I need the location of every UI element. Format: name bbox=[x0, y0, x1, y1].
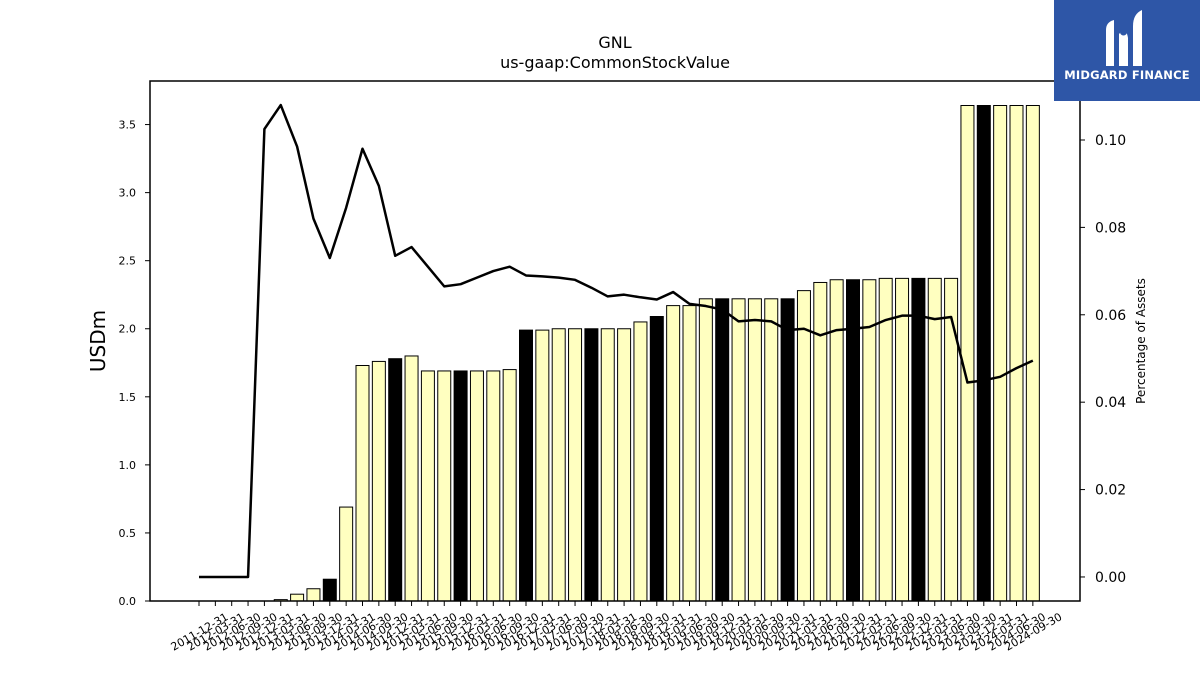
bar-2021-09-30 bbox=[829, 279, 844, 602]
bar-2015-12-31 bbox=[453, 370, 468, 602]
y2-tick-label: 0.00 bbox=[1095, 570, 1126, 586]
bar-2019-06-30 bbox=[682, 305, 697, 602]
chart-subtitle: us-gaap:CommonStockValue bbox=[500, 53, 730, 72]
bar-2013-09-30 bbox=[306, 588, 321, 602]
bar-2016-06-30 bbox=[486, 370, 501, 602]
y-axis-label: USDm bbox=[86, 310, 110, 372]
bar-2018-12-31 bbox=[649, 316, 664, 602]
bar-2017-03-31 bbox=[535, 329, 550, 602]
brand-logo: MIDGARD FINANCE bbox=[1054, 0, 1200, 101]
bar-2017-06-30 bbox=[551, 328, 566, 602]
bar-2018-06-30 bbox=[617, 328, 632, 602]
y-tick-label: 2.0 bbox=[119, 323, 137, 336]
bar-2022-09-30 bbox=[895, 277, 910, 602]
y2-axis-label: Percentage of Assets bbox=[1134, 278, 1148, 404]
y-tick-label: 0.5 bbox=[119, 527, 137, 540]
y-tick-label: 0.0 bbox=[119, 595, 137, 608]
bar-2018-03-31 bbox=[600, 328, 615, 602]
bar-2015-09-30 bbox=[437, 370, 452, 602]
bar-2017-09-30 bbox=[568, 328, 583, 602]
bar-2021-06-30 bbox=[813, 281, 828, 602]
bar-2014-06-30 bbox=[355, 365, 370, 602]
y-tick-label: 2.5 bbox=[119, 255, 137, 268]
bars-layer bbox=[273, 105, 1040, 602]
bar-2014-12-31 bbox=[388, 358, 403, 602]
bar-2013-12-31 bbox=[322, 578, 337, 602]
bar-2017-12-31 bbox=[584, 328, 599, 602]
bar-2024-09-30 bbox=[1025, 105, 1040, 602]
y2-tick-label: 0.08 bbox=[1095, 220, 1126, 236]
y-tick-label: 3.0 bbox=[119, 187, 137, 200]
bar-2018-09-30 bbox=[633, 321, 648, 602]
bar-2023-03-31 bbox=[927, 277, 942, 602]
bar-2024-03-31 bbox=[993, 105, 1008, 602]
bar-2020-12-31 bbox=[780, 298, 795, 602]
y2-tick-label: 0.02 bbox=[1095, 483, 1126, 499]
bar-2014-03-31 bbox=[339, 506, 354, 602]
bar-2023-12-31 bbox=[976, 105, 991, 602]
bar-2023-06-30 bbox=[944, 277, 959, 602]
bar-2022-06-30 bbox=[878, 277, 893, 602]
percentage-of-assets-line bbox=[199, 103, 1034, 579]
bar-2020-09-30 bbox=[764, 298, 779, 602]
y-tick-label: 1.5 bbox=[119, 391, 137, 404]
midgard-m-logo-icon bbox=[1106, 10, 1142, 66]
bar-2019-09-30 bbox=[698, 298, 713, 602]
bar-2021-03-31 bbox=[796, 290, 811, 602]
bar-2015-06-30 bbox=[420, 370, 435, 602]
bar-2023-09-30 bbox=[960, 105, 975, 602]
bar-2013-06-30 bbox=[290, 593, 305, 602]
bar-2024-06-30 bbox=[1009, 105, 1024, 602]
y-tick-label: 3.5 bbox=[119, 119, 137, 132]
bar-2015-03-31 bbox=[404, 355, 419, 602]
y2-tick-label: 0.06 bbox=[1095, 308, 1126, 324]
plot-frame bbox=[149, 80, 1081, 602]
bar-2016-09-30 bbox=[502, 369, 517, 602]
bar-2019-12-31 bbox=[715, 298, 730, 602]
y2-tick-label: 0.10 bbox=[1095, 133, 1126, 149]
bar-2022-12-31 bbox=[911, 277, 926, 602]
logo-text: MIDGARD FINANCE bbox=[1064, 68, 1190, 82]
bar-2016-12-31 bbox=[519, 329, 533, 602]
y-tick-label: 1.0 bbox=[119, 459, 137, 472]
line-layer bbox=[199, 103, 1034, 579]
chart-title: GNL bbox=[598, 33, 631, 52]
axes-layer: 0.0 0.5 1.0 1.5 2.0 2.5 3.0 3.5 0.00 0.02 0.04 0.06… bbox=[119, 119, 1127, 654]
bar-2016-03-31 bbox=[469, 370, 484, 602]
bar-2014-09-30 bbox=[371, 360, 386, 602]
y2-tick-label: 0.04 bbox=[1095, 395, 1126, 411]
bar-2020-06-30 bbox=[747, 298, 762, 602]
bar-2020-03-31 bbox=[731, 298, 746, 602]
bar-2019-03-31 bbox=[666, 305, 681, 602]
